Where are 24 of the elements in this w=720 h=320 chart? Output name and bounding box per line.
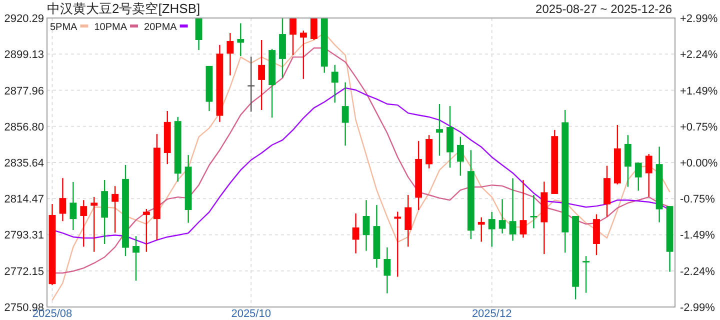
legend-label: 10PMA <box>94 22 128 33</box>
y2-tick-label: -2.24% <box>680 266 716 278</box>
x-tick-label: 2025/10 <box>231 308 271 320</box>
chart-subtitle: 2025-08-27 ~ 2025-12-26 <box>536 2 672 16</box>
y2-tick-label: +0.75% <box>680 121 718 134</box>
y2-tick-label: -2.99% <box>680 302 716 314</box>
y-tick-label: 2814.47 <box>4 194 44 206</box>
y2-tick-label: +1.49% <box>680 85 718 98</box>
y-tick-label: 2899.13 <box>4 49 44 62</box>
y2-tick-label: +2.99% <box>680 13 718 25</box>
y-tick-label: 2835.64 <box>4 157 44 170</box>
x-tick-label: 2025/12 <box>472 308 512 320</box>
y2-tick-label: -0.75% <box>680 194 716 206</box>
legend-label: 5PMA <box>50 22 78 33</box>
y2-tick-label: +2.24% <box>680 49 718 62</box>
y-tick-label: 2772.15 <box>4 266 44 278</box>
legend-label: 20PMA <box>144 22 178 33</box>
y-tick-label: 2920.29 <box>4 13 44 25</box>
y2-tick-label: -1.49% <box>680 230 716 242</box>
y-tick-label: 2856.80 <box>4 121 44 134</box>
y2-tick-label: +0.00% <box>680 158 718 170</box>
y-tick-label: 2877.96 <box>4 85 44 98</box>
chart-title: 中汉黄大豆2号卖空[ZHSB] <box>47 1 200 16</box>
y-tick-label: 2793.31 <box>4 230 44 242</box>
